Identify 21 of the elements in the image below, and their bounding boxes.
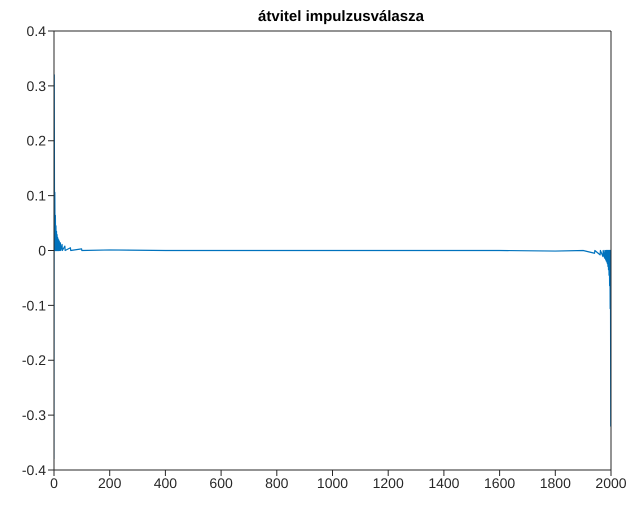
x-tick-label: 1200 <box>372 474 404 491</box>
y-tick-label: -0.3 <box>22 407 46 424</box>
x-tick-label: 0 <box>50 474 58 491</box>
x-tick-label: 1600 <box>484 474 516 491</box>
y-tick-label: -0.4 <box>22 462 46 478</box>
y-tick-label: 0.4 <box>26 22 46 39</box>
y-tick-label: 0.3 <box>26 78 46 94</box>
y-tick-label: 0.2 <box>26 132 46 149</box>
x-tick-label: 2000 <box>595 474 627 491</box>
x-tick-label: 400 <box>154 474 178 491</box>
x-tick-label: 1800 <box>540 474 572 491</box>
y-tick-label: 0.1 <box>26 188 46 204</box>
x-tick-label: 800 <box>265 474 289 491</box>
y-tick-label: -0.2 <box>22 352 46 368</box>
x-tick-label: 1000 <box>316 474 348 491</box>
x-tick-label: 1400 <box>428 474 460 491</box>
x-tick-label: 200 <box>98 474 122 491</box>
y-tick-label: 0 <box>38 242 46 258</box>
x-tick-label: 600 <box>209 474 233 491</box>
chart-title: átvitel impulzusválasza <box>258 8 424 25</box>
y-tick-label: -0.1 <box>22 297 46 314</box>
